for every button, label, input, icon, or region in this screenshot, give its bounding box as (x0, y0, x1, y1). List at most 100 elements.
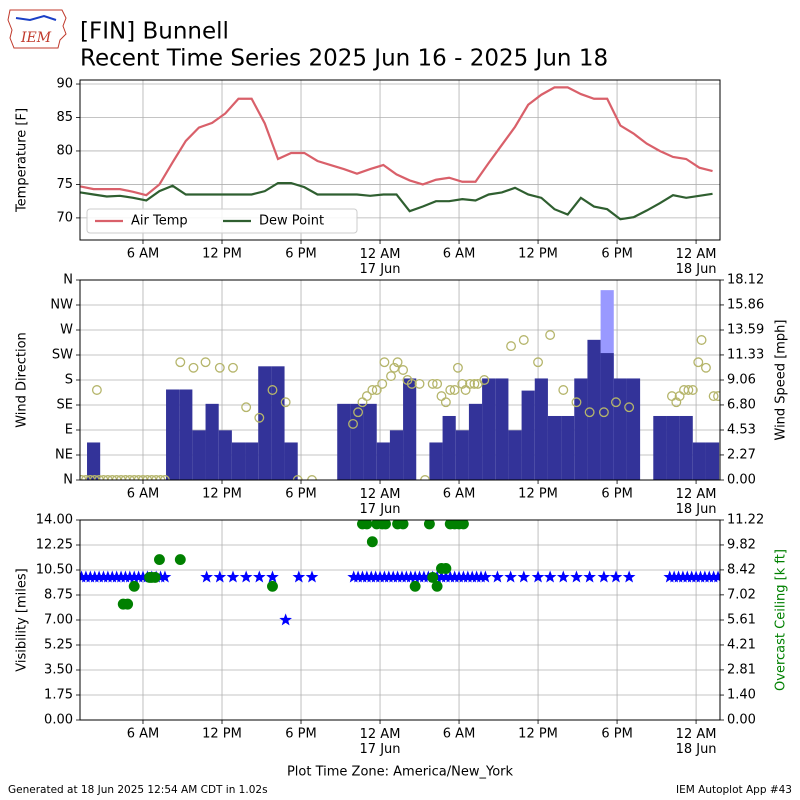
bar (231, 442, 246, 480)
circle-marker (149, 571, 161, 583)
bar (521, 390, 535, 480)
circle-marker (138, 475, 148, 480)
y-tick-label: N (63, 273, 73, 288)
y2-tick-label: 18.12 (727, 273, 764, 288)
bar (350, 403, 364, 480)
star-marker (158, 570, 172, 583)
circle-marker (457, 378, 468, 389)
circle-marker (94, 475, 105, 480)
circle-marker (598, 407, 609, 418)
y2-tick-label: 11.33 (727, 347, 764, 362)
bar (587, 339, 601, 480)
circle-marker (545, 330, 556, 340)
star-marker (239, 570, 253, 583)
star-marker (491, 570, 504, 583)
bar (205, 403, 219, 480)
panel: 6 AM 12 PM 6 PM 12 AM 17 Jun 6 AM 12 PM 6 PM 12 … (15, 513, 789, 780)
circle-marker (683, 385, 694, 395)
circle-marker (457, 520, 469, 530)
bar (482, 378, 496, 480)
y-tick-label: SE (57, 398, 73, 413)
plot-area (80, 290, 720, 480)
bar (284, 442, 298, 480)
circle-marker (142, 475, 153, 480)
bar (87, 442, 101, 480)
y-tick-label: 14.00 (36, 513, 73, 528)
circle-marker (558, 385, 569, 395)
legend: Air Temp Dew Point (86, 208, 358, 234)
axes-frame (79, 79, 721, 241)
circle-marker (427, 378, 438, 389)
y-tick-label: 90 (56, 77, 73, 92)
circle-marker (423, 520, 435, 530)
y-tick-label: 8.75 (44, 588, 73, 603)
x-tick-label: 12 AM 17 Jun (360, 487, 401, 517)
circle-marker (713, 391, 720, 402)
circle-marker (687, 385, 698, 395)
y2-axis-label: Overcast Ceiling [k ft] (774, 549, 789, 691)
circle-marker (146, 475, 157, 480)
bar (600, 353, 614, 480)
x-tick-label: 6 PM (601, 487, 632, 502)
circle-marker (377, 378, 388, 389)
bar (626, 378, 641, 480)
circle-marker (506, 341, 517, 352)
footer-right: IEM Autoplot App #43 (676, 784, 792, 796)
circle-marker (292, 475, 303, 480)
y2-tick-label: 15.86 (727, 297, 764, 312)
circle-marker (449, 385, 460, 395)
star-marker (622, 570, 636, 583)
circle-marker (254, 412, 265, 423)
circle-marker (80, 475, 87, 480)
x-tick-label: 12 PM (202, 487, 242, 502)
bar (495, 378, 509, 480)
axes-frame (79, 519, 721, 721)
circle-marker (267, 580, 278, 592)
x-tick-label: 6 PM (285, 727, 316, 742)
y-tick-label: 0.00 (44, 713, 73, 728)
y2-tick-label: 5.61 (727, 613, 756, 628)
bar (271, 366, 285, 480)
x-tick-label: 6 PM (601, 247, 632, 262)
x-tick-label: 12 AM 17 Jun (360, 247, 401, 277)
y2-tick-label: 7.02 (727, 587, 756, 602)
circle-marker (154, 554, 165, 566)
bar (429, 442, 443, 480)
bar (218, 430, 232, 480)
star-marker (711, 570, 720, 583)
y2-tick-label: 2.81 (727, 662, 756, 677)
y-tick-label: W (60, 323, 73, 338)
star-marker (200, 570, 213, 583)
y-axis-label: Wind Direction (15, 332, 30, 428)
x-tick-label: 6 AM (443, 487, 476, 502)
circle-marker (380, 520, 391, 530)
circle-marker (440, 397, 451, 408)
x-tick-label: 12 PM (202, 727, 242, 742)
y2-tick-label: 11.22 (727, 513, 764, 528)
star-marker (609, 570, 623, 583)
line (80, 86, 713, 197)
bar (468, 403, 483, 480)
y2-tick-label: 8.42 (727, 562, 756, 577)
bar (455, 430, 469, 480)
circle-marker (445, 385, 456, 395)
circle-marker (155, 475, 166, 480)
x-tick-label: 12 PM (518, 487, 558, 502)
star-marker (543, 570, 557, 583)
x-tick-label: 12 AM 18 Jun (676, 247, 717, 277)
circle-marker (693, 357, 704, 368)
circle-marker (353, 407, 364, 418)
star-marker (517, 570, 531, 583)
y-tick-label: S (65, 373, 73, 388)
star-marker (213, 570, 227, 583)
star-marker (305, 570, 319, 583)
y-tick-label: 75 (56, 177, 73, 192)
bar (666, 415, 680, 480)
x-tick-label: 12 AM 18 Jun (676, 727, 717, 757)
y-tick-label: 70 (56, 210, 73, 225)
bar (363, 403, 377, 480)
y-tick-label: 7.00 (44, 613, 73, 628)
bar (679, 415, 693, 480)
bar (534, 378, 548, 480)
